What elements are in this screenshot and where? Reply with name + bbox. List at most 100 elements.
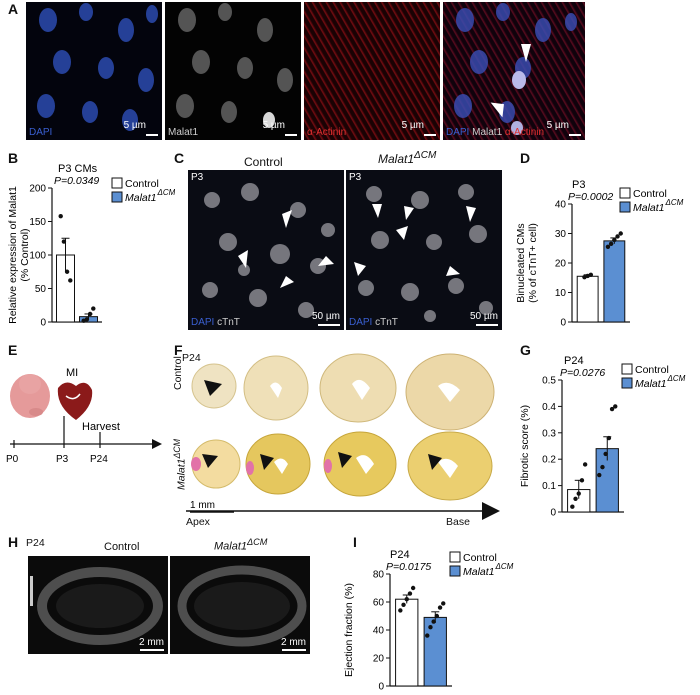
data-point xyxy=(407,591,413,596)
legend-swatch xyxy=(111,191,123,203)
panel-c-age: P3 xyxy=(191,172,204,183)
legend-label: Malat1 xyxy=(633,202,665,214)
chart-title: P3 xyxy=(572,179,585,191)
arrowhead-icon xyxy=(260,454,274,470)
arrowhead-icon xyxy=(446,266,460,276)
data-point xyxy=(582,462,588,467)
control-row xyxy=(191,353,495,431)
y-tick-label: 10 xyxy=(555,288,567,299)
ko-genotype: Malat1 xyxy=(378,152,415,166)
chart-i: 0 20 40 60 80 Ejection fraction (%) P24P=0.017… xyxy=(343,549,514,693)
legend-swatch xyxy=(449,551,461,563)
data-point xyxy=(410,585,416,591)
data-point xyxy=(91,306,96,311)
panel-h-control-title: Control xyxy=(104,541,140,553)
data-point xyxy=(588,272,594,277)
scale-bar-label: 50 µm xyxy=(312,311,340,322)
bar xyxy=(576,275,599,323)
data-point xyxy=(615,234,620,239)
arrowhead-icon xyxy=(202,454,218,468)
panel-e-timeline: MI Harvest P0 P3 P24 xyxy=(6,367,162,465)
data-point xyxy=(87,311,93,317)
tick-p0: P0 xyxy=(6,454,19,465)
ko-row xyxy=(191,431,493,501)
panel-f-row-control: Control xyxy=(172,356,184,390)
bar xyxy=(603,240,626,323)
base-label: Base xyxy=(446,516,470,528)
y-tick-label: 0 xyxy=(560,318,566,329)
merge-malat1-label: Malat1 xyxy=(472,127,503,138)
panel-letter-d: D xyxy=(520,150,531,166)
p-value: P=0.0276 xyxy=(560,367,605,379)
y-tick-label: 0 xyxy=(378,682,384,693)
legend-label-sup: ΔCM xyxy=(157,188,175,197)
data-point xyxy=(609,406,615,412)
panel-a-merge-image: DAPI Malat1 α-Actinin 5 µm xyxy=(443,2,585,140)
legend-label-sup: ΔCM xyxy=(665,198,684,207)
apex-base-arrow xyxy=(186,502,500,520)
panel-letter-h: H xyxy=(8,534,19,550)
tick-p3: P3 xyxy=(56,454,69,465)
data-point xyxy=(64,269,70,274)
panel-a-malat1-label: Malat1 xyxy=(168,127,199,138)
panel-letter-c: C xyxy=(174,150,185,166)
y-tick-label: 0.5 xyxy=(542,376,556,387)
arrowhead-icon xyxy=(372,204,382,218)
data-point xyxy=(613,404,618,409)
panel-a-dapi-image: DAPI 5 µm xyxy=(26,2,162,140)
panel-letter-g: G xyxy=(520,342,531,358)
y-tick-label: 200 xyxy=(29,184,46,195)
scale-bar xyxy=(140,649,164,651)
arrowhead-icon xyxy=(354,262,366,276)
y-axis-label: (% Control) xyxy=(19,228,31,281)
y-axis-label: Ejection fraction (%) xyxy=(343,583,355,677)
arrowhead-icon xyxy=(490,102,504,118)
y-tick-label: 0.3 xyxy=(542,428,556,439)
data-point xyxy=(597,472,602,478)
ko-genotype: Malat1 xyxy=(214,540,248,553)
arrowhead-icon xyxy=(428,454,442,470)
scale-bar-label: 2 mm xyxy=(139,637,164,648)
ko-genotype: Malat1 xyxy=(175,458,188,490)
p-value: P=0.0175 xyxy=(386,561,431,573)
panel-a-actinin-image: α-Actinin 5 µm xyxy=(304,2,440,140)
chart-g: 0 0.1 0.2 0.3 0.4 0.5 Fibrotic score (%) P24P=0… xyxy=(519,355,686,519)
legend-label: Control xyxy=(635,364,669,376)
y-axis-label: Fibrotic score (%) xyxy=(519,405,531,487)
data-point xyxy=(434,613,440,619)
panel-c-stain-label: DAPI cTnT xyxy=(191,317,240,328)
legend-label: Malat1 xyxy=(463,566,495,578)
legend-label-sup: ΔCM xyxy=(667,374,686,383)
legend-swatch xyxy=(111,177,123,189)
chart-title: P3 CMs xyxy=(58,163,98,175)
data-point xyxy=(428,625,433,630)
panel-h-ko-title: Malat1ΔCM xyxy=(214,537,267,553)
arrowhead-icon xyxy=(396,226,408,240)
panel-f-row-ko: Malat1ΔCM xyxy=(172,439,188,490)
data-point xyxy=(608,241,614,247)
y-tick-label: 0 xyxy=(40,318,46,329)
scale-bar-label: 50 µm xyxy=(470,311,498,322)
bar xyxy=(423,616,447,687)
scale-bar xyxy=(569,134,581,136)
scale-bar xyxy=(424,134,436,136)
panel-h-age: P24 xyxy=(26,537,45,549)
scale-bar xyxy=(318,324,340,326)
chart-b: 0 50 100 150 200 Relative expression of Malat… xyxy=(7,163,175,329)
scale-bar-label: 5 µm xyxy=(262,120,285,131)
arrowhead-icon xyxy=(318,256,334,266)
data-point xyxy=(404,597,409,602)
p-value: P=0.0002 xyxy=(568,191,613,203)
data-point xyxy=(84,317,90,322)
data-point xyxy=(618,231,623,236)
scale-bar-label: 1 mm xyxy=(190,500,215,511)
legend-label: Control xyxy=(125,178,159,190)
data-point xyxy=(576,491,581,496)
data-point xyxy=(68,278,73,283)
y-tick-label: 50 xyxy=(35,284,47,295)
panel-letter-e: E xyxy=(8,342,18,358)
scale-bar-label: 5 µm xyxy=(123,120,146,131)
scale-bar xyxy=(285,134,297,136)
legend-swatch xyxy=(621,377,633,389)
apex-label: Apex xyxy=(186,516,210,528)
